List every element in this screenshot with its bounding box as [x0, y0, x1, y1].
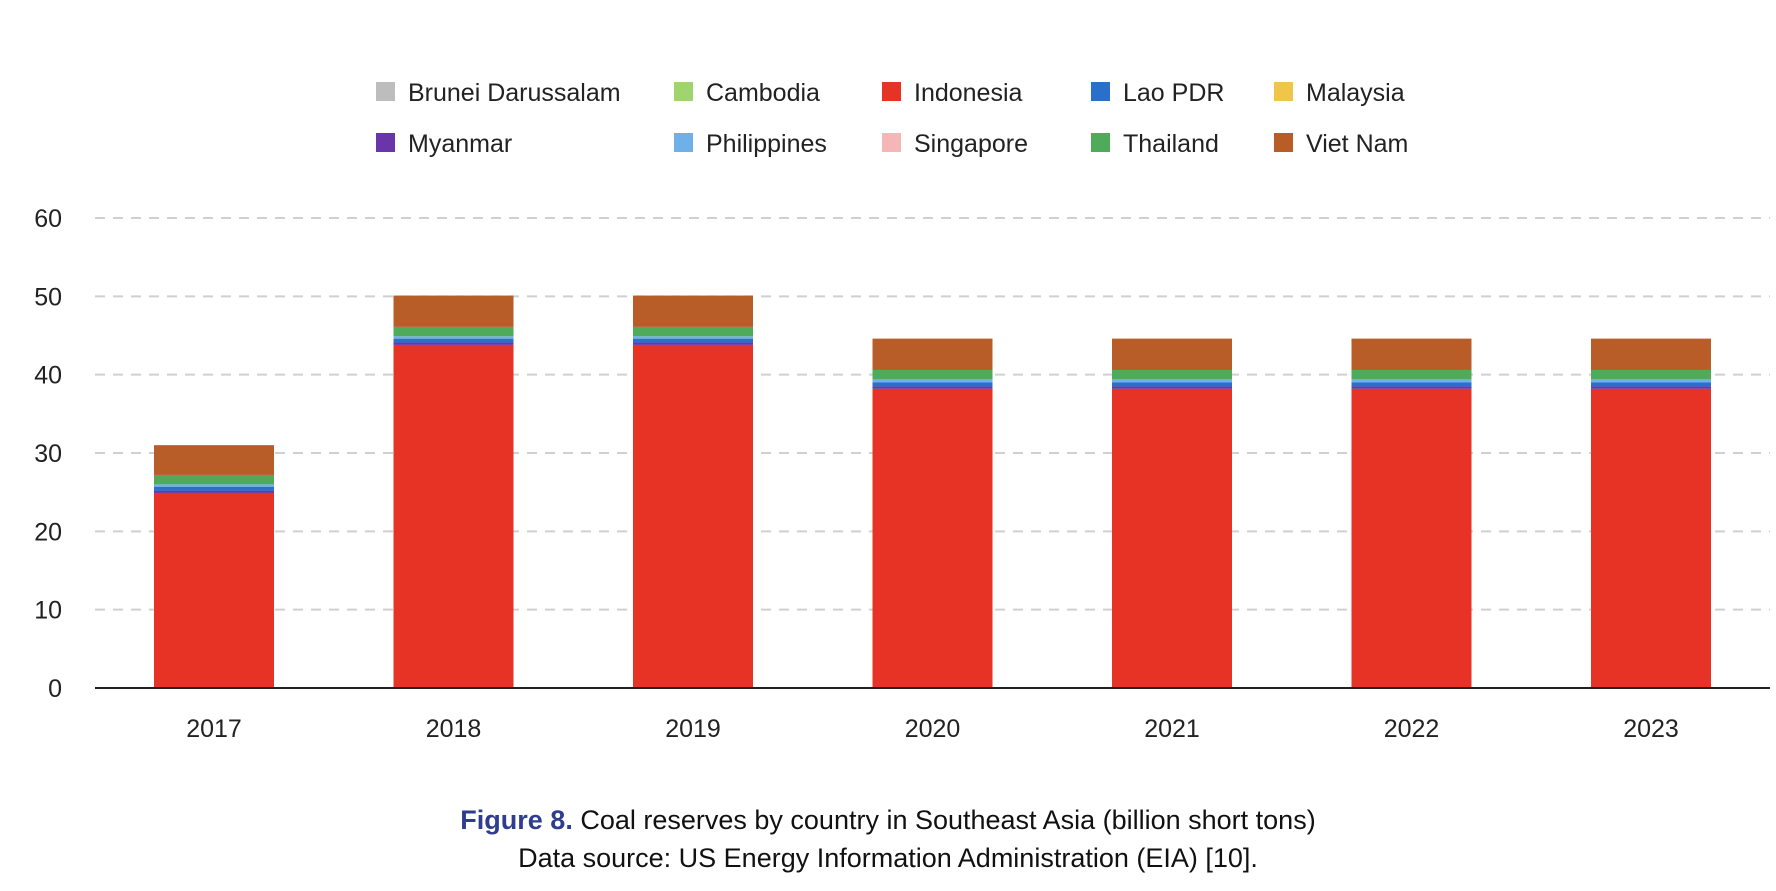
- bar-segment-philippines: [1112, 379, 1232, 383]
- legend-swatch: [1274, 82, 1293, 101]
- bar-segment-philippines: [633, 336, 753, 339]
- legend-label: Myanmar: [408, 130, 512, 158]
- x-tick-label: 2022: [1384, 715, 1440, 743]
- bar-segment-lao-pdr: [872, 382, 993, 387]
- legend: Brunei Darussalam Cambodia Indonesia Lao PD…: [376, 79, 1408, 158]
- legend-item: Brunei Darussalam: [376, 79, 621, 107]
- bar-segment-viet-nam: [1351, 338, 1472, 370]
- x-tick-label: 2020: [905, 715, 961, 743]
- legend-swatch: [674, 133, 693, 152]
- bar-segment-myanmar: [1591, 386, 1711, 389]
- legend-label: Lao PDR: [1123, 79, 1224, 107]
- bar-segment-viet-nam: [1112, 338, 1232, 370]
- y-tick-label: 20: [34, 518, 62, 546]
- bar-segment-lao-pdr: [633, 338, 753, 343]
- legend-item: Myanmar: [376, 130, 512, 158]
- bar-segment-thailand: [872, 369, 993, 380]
- bar-segment-viet-nam: [872, 338, 993, 370]
- bar-segment-thailand: [154, 474, 274, 485]
- legend-swatch: [1274, 133, 1293, 152]
- y-tick-label: 30: [34, 440, 62, 468]
- y-axis-ticks: 0 10 20 30 40 50 60: [34, 205, 62, 703]
- bar-segment-indonesia: [1591, 388, 1711, 688]
- x-tick-label: 2023: [1623, 715, 1679, 743]
- bar-segment-lao-pdr: [154, 486, 274, 491]
- legend-label: Malaysia: [1306, 79, 1405, 107]
- bar-segment-indonesia: [393, 344, 514, 688]
- legend-label: Viet Nam: [1306, 130, 1408, 158]
- figure-source: Data source: US Energy Information Admin…: [518, 843, 1258, 873]
- y-tick-label: 60: [34, 205, 62, 233]
- bar-segment-viet-nam: [393, 295, 514, 327]
- bar-segment-thailand: [1591, 369, 1711, 380]
- figure-title: Coal reserves by country in Southeast As…: [572, 805, 1316, 835]
- bar-segment-lao-pdr: [393, 338, 514, 343]
- bar-segment-viet-nam: [633, 295, 753, 327]
- legend-swatch: [674, 82, 693, 101]
- bar-segment-indonesia: [154, 492, 274, 688]
- bar-segment-thailand: [1351, 369, 1472, 380]
- legend-label: Cambodia: [706, 79, 820, 107]
- legend-swatch: [882, 133, 901, 152]
- legend-label: Singapore: [914, 130, 1028, 158]
- legend-item: Cambodia: [674, 79, 820, 107]
- bar-segment-indonesia: [633, 344, 753, 688]
- bar-segment-lao-pdr: [1112, 382, 1232, 387]
- legend-label: Philippines: [706, 130, 827, 158]
- figure-caption: Figure 8. Coal reserves by country in So…: [0, 805, 1776, 836]
- x-tick-label: 2017: [186, 715, 242, 743]
- y-tick-label: 40: [34, 362, 62, 390]
- y-tick-label: 50: [34, 283, 62, 311]
- bar-segment-philippines: [1351, 379, 1472, 383]
- legend-item: Thailand: [1091, 130, 1219, 158]
- bar-segment-lao-pdr: [1351, 382, 1472, 387]
- bar-segment-myanmar: [154, 490, 274, 493]
- legend-swatch: [1091, 133, 1110, 152]
- legend-item: Malaysia: [1274, 79, 1405, 107]
- y-tick-label: 10: [34, 597, 62, 625]
- legend-swatch: [376, 133, 395, 152]
- figure-label: Figure 8.: [460, 805, 573, 835]
- legend-label: Indonesia: [914, 79, 1023, 107]
- legend-swatch: [376, 82, 395, 101]
- bar-segment-philippines: [1591, 379, 1711, 383]
- bar-segment-viet-nam: [154, 445, 274, 475]
- bar-segment-indonesia: [872, 388, 993, 688]
- legend-item: Indonesia: [882, 79, 1023, 107]
- x-axis-ticks: 2017 2018 2019 2020 2021 2022 2023: [186, 715, 1679, 743]
- bar-segment-indonesia: [1112, 388, 1232, 688]
- bar-segment-philippines: [872, 379, 993, 383]
- y-tick-label: 0: [48, 675, 62, 703]
- x-tick-label: 2018: [426, 715, 482, 743]
- bar-segment-thailand: [393, 326, 514, 337]
- bar-segment-myanmar: [633, 342, 753, 345]
- bar-segment-myanmar: [393, 342, 514, 345]
- legend-item: Singapore: [882, 130, 1028, 158]
- bar-segment-thailand: [633, 326, 753, 337]
- bars: [154, 295, 1711, 688]
- legend-item: Viet Nam: [1274, 130, 1408, 158]
- legend-swatch: [882, 82, 901, 101]
- legend-item: Philippines: [674, 130, 827, 158]
- bar-segment-lao-pdr: [1591, 382, 1711, 387]
- x-tick-label: 2021: [1144, 715, 1200, 743]
- legend-swatch: [1091, 82, 1110, 101]
- bar-segment-myanmar: [1112, 386, 1232, 389]
- bar-segment-philippines: [393, 336, 514, 339]
- bar-segment-myanmar: [872, 386, 993, 389]
- bar-segment-viet-nam: [1591, 338, 1711, 370]
- bar-segment-philippines: [154, 484, 274, 487]
- bar-segment-myanmar: [1351, 386, 1472, 389]
- legend-label: Thailand: [1123, 130, 1219, 158]
- bar-segment-indonesia: [1351, 388, 1472, 688]
- legend-item: Lao PDR: [1091, 79, 1224, 107]
- x-tick-label: 2019: [665, 715, 721, 743]
- legend-label: Brunei Darussalam: [408, 79, 621, 107]
- bar-segment-thailand: [1112, 369, 1232, 380]
